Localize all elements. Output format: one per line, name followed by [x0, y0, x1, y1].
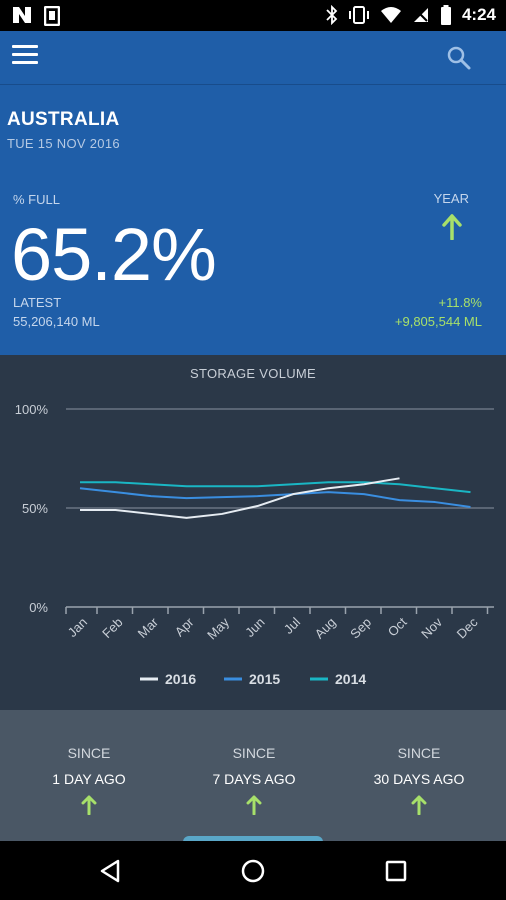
wifi-icon: [380, 7, 401, 23]
chart-title: STORAGE VOLUME: [189, 366, 317, 381]
status-time: 4:24: [461, 5, 496, 24]
percent-full-label: % FULL: [13, 192, 60, 207]
x-tick-label: May: [204, 614, 232, 642]
up-arrow-icon: [442, 214, 462, 240]
system-nav-bar: [0, 841, 506, 900]
x-tick-label: Mar: [135, 614, 162, 641]
back-icon[interactable]: [96, 856, 126, 886]
up-arrow-icon: [81, 795, 97, 815]
n-notification-icon: [13, 7, 31, 23]
y-tick-label: 100%: [15, 402, 49, 417]
y-tick-label: 0%: [29, 600, 48, 615]
x-tick-label: Jun: [242, 615, 267, 640]
summary-panel: AUSTRALIA TUE 15 NOV 2016 % FULL 65.2% L…: [0, 85, 506, 355]
since-value: 30 DAYS AGO: [373, 771, 465, 787]
since-value: 1 DAY AGO: [52, 771, 126, 787]
since-1-day[interactable]: SINCE 1 DAY AGO: [5, 745, 173, 815]
region-title: AUSTRALIA: [7, 109, 120, 130]
battery-icon: [440, 5, 451, 25]
no-sim-icon: [413, 8, 428, 22]
hamburger-menu-icon[interactable]: [12, 45, 38, 67]
since-label: SINCE: [67, 745, 111, 761]
x-tick-label: Jan: [65, 615, 90, 640]
up-arrow-icon: [411, 795, 427, 815]
y-tick-label: 50%: [22, 501, 48, 516]
since-30-days[interactable]: SINCE 30 DAYS AGO: [335, 745, 503, 815]
x-tick-label: Oct: [385, 614, 410, 639]
x-tick-label: Dec: [454, 614, 481, 641]
since-value: 7 DAYS AGO: [212, 771, 296, 787]
x-tick-label: Apr: [172, 614, 197, 639]
since-7-days[interactable]: SINCE 7 DAYS AGO: [170, 745, 338, 815]
chart-plot: 100% 50% 0% Jan Feb Mar Apr May Jun Jul Aug Sep Oct N…: [15, 402, 494, 687]
bluetooth-icon: [326, 5, 338, 25]
since-panel: SINCE 1 DAY AGO SINCE 7 DAYS AGO SINCE 3…: [0, 710, 506, 841]
year-change-volume: +9,805,544 ML: [394, 314, 482, 329]
legend-label-2015: 2015: [249, 671, 280, 687]
home-icon[interactable]: [238, 856, 268, 886]
series-line-2015: [79, 487, 471, 509]
latest-value: 55,206,140 ML: [13, 314, 100, 329]
x-tick-label: Feb: [99, 615, 125, 641]
x-tick-label: Jul: [281, 614, 303, 636]
vibrate-icon: [348, 6, 369, 24]
search-icon[interactable]: [446, 45, 472, 71]
up-arrow-icon: [246, 795, 262, 815]
x-tick-label: Sep: [347, 615, 374, 642]
series-line-2014: [80, 481, 471, 494]
series-line-2016: [80, 477, 400, 519]
legend-label-2014: 2014: [335, 671, 366, 687]
image-notification-icon: [44, 6, 60, 26]
since-label: SINCE: [232, 745, 276, 761]
app-bar: [0, 31, 506, 85]
latest-label: LATEST: [13, 295, 62, 310]
x-tick-label: Aug: [312, 615, 339, 642]
bottom-sheet-handle[interactable]: [183, 836, 323, 844]
percent-full-value: 65.2%: [11, 213, 217, 296]
storage-volume-chart: STORAGE VOLUME 100% 50% 0% Jan Feb Mar Apr May J…: [0, 355, 506, 710]
recents-icon[interactable]: [381, 856, 411, 886]
x-tick-label: Nov: [418, 614, 445, 641]
year-label: YEAR: [433, 191, 469, 206]
legend-label-2016: 2016: [165, 671, 196, 687]
year-change-percent: +11.8%: [438, 295, 483, 310]
status-bar: 4:24: [0, 0, 506, 31]
since-label: SINCE: [397, 745, 441, 761]
date-label: TUE 15 NOV 2016: [7, 136, 120, 151]
